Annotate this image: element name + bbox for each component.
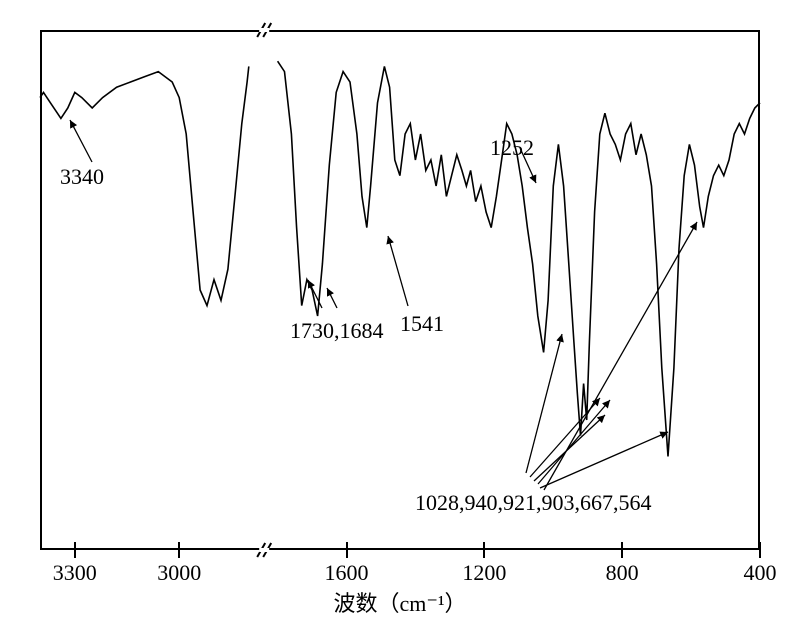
annotation-arrow xyxy=(538,400,610,484)
annotation-arrow xyxy=(308,280,322,308)
peak-label: 3340 xyxy=(60,164,104,190)
annotation-arrow xyxy=(526,334,562,473)
x-tick xyxy=(759,542,761,550)
x-tick xyxy=(178,550,180,558)
annotation-arrow xyxy=(388,236,408,306)
x-tick xyxy=(74,550,76,558)
x-tick-label: 3000 xyxy=(157,560,201,586)
x-tick xyxy=(178,542,180,550)
x-tick xyxy=(346,550,348,558)
x-tick-label: 800 xyxy=(606,560,639,586)
x-tick xyxy=(346,542,348,550)
arrows-svg xyxy=(40,30,760,550)
ir-spectrum-figure: 3300 3000 1600 1200 800 400 波数（cm⁻¹） 3340 1252… xyxy=(0,0,800,622)
x-tick xyxy=(483,550,485,558)
x-axis-label: 波数（cm⁻¹） xyxy=(333,586,466,618)
annotation-arrow xyxy=(544,222,697,490)
peak-label: 1028,940,921,903,667,564 xyxy=(415,490,652,516)
x-tick xyxy=(759,550,761,558)
annotation-arrow xyxy=(70,120,92,162)
x-tick-label: 1600 xyxy=(325,560,369,586)
x-tick-label: 1200 xyxy=(462,560,506,586)
x-tick xyxy=(621,550,623,558)
x-tick xyxy=(74,542,76,550)
x-tick-label: 3300 xyxy=(53,560,97,586)
x-tick xyxy=(483,542,485,550)
peak-label: 1541 xyxy=(400,311,444,337)
x-tick-label: 400 xyxy=(744,560,777,586)
peak-label: 1730,1684 xyxy=(290,318,384,344)
x-tick xyxy=(621,542,623,550)
peak-label: 1252 xyxy=(490,135,534,161)
annotation-arrow xyxy=(327,288,337,308)
